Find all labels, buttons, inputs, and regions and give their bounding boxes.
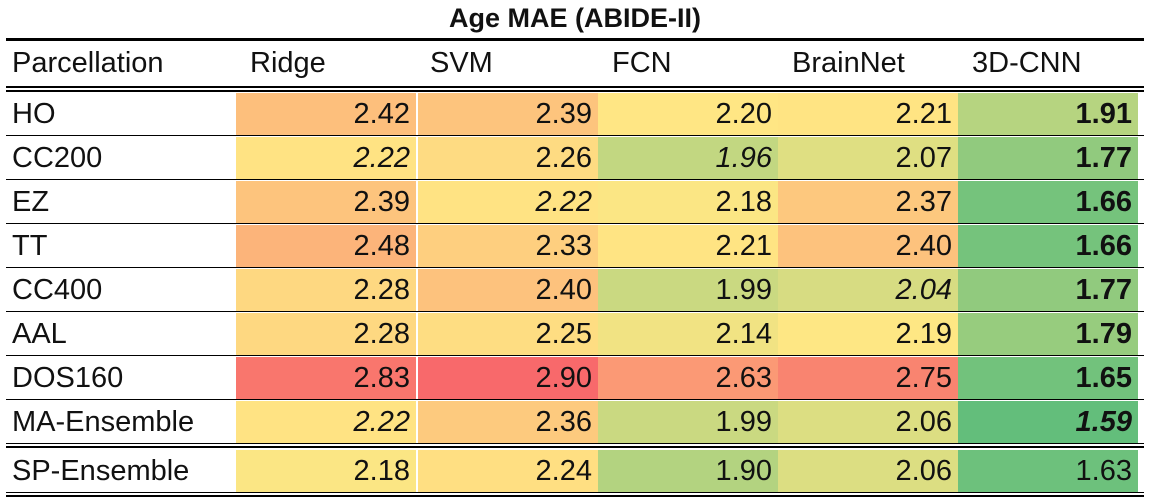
table-cell: 2.28 bbox=[236, 269, 416, 311]
table-cell: 2.19 bbox=[778, 313, 958, 355]
table-cell: 2.83 bbox=[236, 357, 416, 399]
table-cell: 1.77 bbox=[958, 137, 1138, 179]
row-separator bbox=[6, 443, 1144, 444]
header-rule-bottom bbox=[6, 90, 1144, 92]
table-row: AAL 2.28 2.25 2.14 2.19 1.79 bbox=[6, 313, 1144, 355]
table-row: CC400 2.28 2.40 1.99 2.04 1.77 bbox=[6, 269, 1144, 311]
table-cell: 2.90 bbox=[418, 357, 598, 399]
row-label: SP-Ensemble bbox=[12, 455, 190, 487]
column-header-3dcnn: 3D-CNN bbox=[972, 47, 1082, 79]
table-cell: 1.79 bbox=[958, 313, 1138, 355]
table-cell: 2.40 bbox=[418, 269, 598, 311]
table-cell: 2.14 bbox=[598, 313, 778, 355]
table-row: CC200 2.22 2.26 1.96 2.07 1.77 bbox=[6, 137, 1144, 179]
row-label: TT bbox=[12, 230, 48, 262]
table-cell: 2.22 bbox=[236, 137, 416, 179]
row-label: AAL bbox=[12, 318, 67, 350]
row-separator bbox=[6, 492, 1144, 493]
table-cell: 2.24 bbox=[418, 450, 598, 492]
table-cell: 1.59 bbox=[958, 401, 1138, 443]
table-cell: 2.18 bbox=[598, 181, 778, 223]
row-separator bbox=[6, 223, 1144, 224]
table-cell: 2.04 bbox=[778, 269, 958, 311]
row-label: HO bbox=[12, 98, 56, 130]
row-separator bbox=[6, 399, 1144, 400]
table-cell: 2.39 bbox=[236, 181, 416, 223]
column-header-ridge: Ridge bbox=[250, 47, 326, 79]
table-cell: 1.63 bbox=[958, 450, 1138, 492]
table-cell: 2.39 bbox=[418, 93, 598, 135]
column-header-svm: SVM bbox=[430, 47, 493, 79]
table-cell: 2.21 bbox=[778, 93, 958, 135]
table-cell: 2.36 bbox=[418, 401, 598, 443]
table-row: MA-Ensemble 2.22 2.36 1.99 2.06 1.59 bbox=[6, 401, 1144, 443]
table-row: EZ 2.39 2.22 2.18 2.37 1.66 bbox=[6, 181, 1144, 223]
row-label: EZ bbox=[12, 186, 50, 218]
table-cell: 1.77 bbox=[958, 269, 1138, 311]
row-label: CC400 bbox=[12, 274, 103, 306]
table-cell: 2.07 bbox=[778, 137, 958, 179]
table-cell: 2.21 bbox=[598, 225, 778, 267]
table-cell: 1.65 bbox=[958, 357, 1138, 399]
table-cell: 2.06 bbox=[778, 450, 958, 492]
table-cell: 1.99 bbox=[598, 401, 778, 443]
table-cell: 1.90 bbox=[598, 450, 778, 492]
row-separator bbox=[6, 446, 1144, 448]
table-cell: 1.96 bbox=[598, 137, 778, 179]
table-cell: 2.63 bbox=[598, 357, 778, 399]
header-rule-top bbox=[6, 86, 1144, 88]
table-row: HO 2.42 2.39 2.20 2.21 1.91 bbox=[6, 93, 1144, 135]
row-separator bbox=[6, 355, 1144, 356]
row-separator bbox=[6, 135, 1144, 136]
table-cell: 2.42 bbox=[236, 93, 416, 135]
table-cell: 2.37 bbox=[778, 181, 958, 223]
table-cell: 1.99 bbox=[598, 269, 778, 311]
table-cell: 1.91 bbox=[958, 93, 1138, 135]
column-header-fcn: FCN bbox=[612, 47, 672, 79]
table-row: TT 2.48 2.33 2.21 2.40 1.66 bbox=[6, 225, 1144, 267]
row-separator bbox=[6, 311, 1144, 312]
table-cell: 2.40 bbox=[778, 225, 958, 267]
row-header-label: Parcellation bbox=[12, 47, 164, 79]
table-cell: 2.22 bbox=[236, 401, 416, 443]
table-cell: 2.06 bbox=[778, 401, 958, 443]
table-cell: 2.33 bbox=[418, 225, 598, 267]
table-cell: 2.18 bbox=[236, 450, 416, 492]
table-cell: 1.66 bbox=[958, 181, 1138, 223]
row-label: CC200 bbox=[12, 142, 103, 174]
table-cell: 2.48 bbox=[236, 225, 416, 267]
table-cell: 2.25 bbox=[418, 313, 598, 355]
table-cell: 2.75 bbox=[778, 357, 958, 399]
row-label: MA-Ensemble bbox=[12, 406, 195, 438]
table-row: SP-Ensemble 2.18 2.24 1.90 2.06 1.63 bbox=[6, 450, 1144, 492]
table-row: DOS160 2.83 2.90 2.63 2.75 1.65 bbox=[6, 357, 1144, 399]
row-label: DOS160 bbox=[12, 362, 124, 394]
table-title: Age MAE (ABIDE-II) bbox=[449, 3, 701, 33]
top-rule bbox=[6, 38, 1144, 41]
table-cell: 2.28 bbox=[236, 313, 416, 355]
row-separator bbox=[6, 267, 1144, 268]
row-separator bbox=[6, 179, 1144, 180]
row-separator bbox=[6, 495, 1144, 497]
column-header-brainnet: BrainNet bbox=[792, 47, 905, 79]
table-cell: 1.66 bbox=[958, 225, 1138, 267]
table-cell: 2.22 bbox=[418, 181, 598, 223]
table-cell: 2.26 bbox=[418, 137, 598, 179]
table-cell: 2.20 bbox=[598, 93, 778, 135]
